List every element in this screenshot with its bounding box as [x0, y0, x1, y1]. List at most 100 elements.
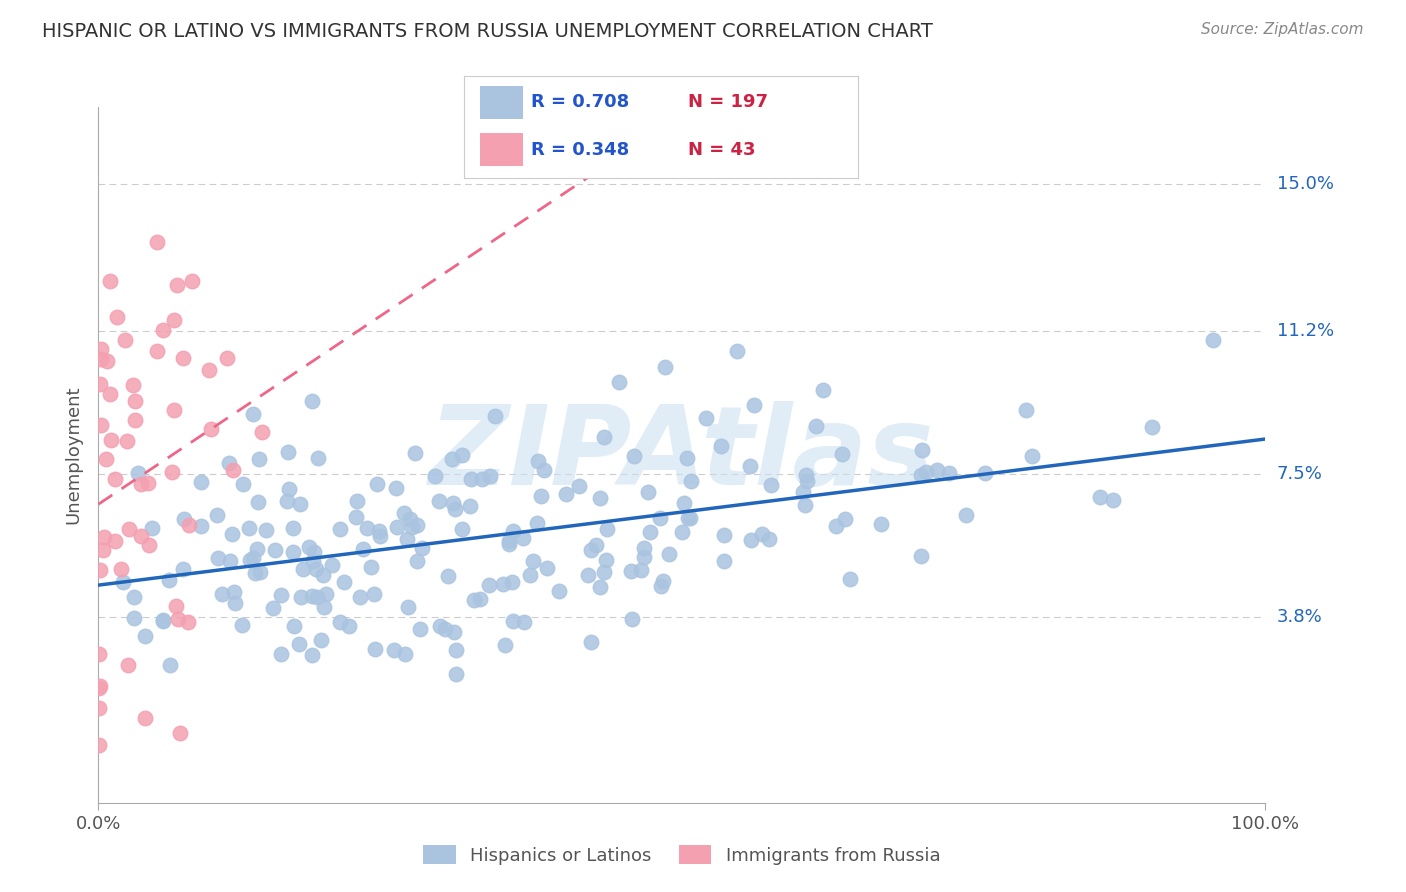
- Point: [710, 439, 733, 453]
- Point: [352, 542, 374, 557]
- Point: [620, 612, 643, 626]
- Point: [679, 511, 702, 525]
- Point: [93, 530, 115, 544]
- Legend: Hispanics or Latinos, Immigrants from Russia: Hispanics or Latinos, Immigrants from Ru…: [415, 837, 949, 874]
- Point: [796, 474, 818, 488]
- Point: [277, 445, 299, 459]
- Point: [498, 537, 520, 551]
- Point: [87, 647, 110, 661]
- Point: [460, 472, 482, 486]
- Point: [484, 409, 506, 423]
- Point: [87, 738, 110, 752]
- Point: [678, 511, 700, 525]
- Point: [100, 274, 122, 288]
- Point: [167, 612, 190, 626]
- Point: [172, 562, 194, 576]
- Point: [122, 378, 145, 392]
- Point: [366, 477, 388, 491]
- Point: [250, 425, 273, 439]
- Point: [834, 512, 856, 526]
- Point: [444, 667, 467, 681]
- Point: [302, 545, 325, 559]
- Point: [172, 351, 194, 365]
- Point: [115, 434, 138, 449]
- Point: [633, 550, 655, 565]
- Point: [751, 526, 773, 541]
- Point: [159, 657, 181, 672]
- Text: ZIPAtlas: ZIPAtlas: [429, 401, 935, 508]
- Point: [221, 527, 243, 541]
- Point: [173, 512, 195, 526]
- Point: [433, 622, 456, 636]
- Point: [394, 648, 416, 662]
- Point: [396, 532, 419, 546]
- Point: [596, 522, 619, 536]
- Point: [346, 493, 368, 508]
- Point: [91, 543, 114, 558]
- Point: [162, 402, 184, 417]
- Point: [277, 482, 299, 496]
- Point: [759, 478, 782, 492]
- Point: [910, 467, 932, 482]
- Point: [512, 531, 534, 545]
- Point: [581, 635, 603, 649]
- Point: [742, 398, 765, 412]
- Point: [337, 618, 360, 632]
- Point: [501, 574, 523, 589]
- Point: [162, 465, 184, 479]
- Point: [813, 384, 835, 398]
- Point: [650, 579, 672, 593]
- Point: [502, 524, 524, 538]
- Point: [526, 516, 548, 531]
- Point: [633, 541, 655, 556]
- Point: [620, 564, 643, 578]
- Point: [87, 681, 110, 696]
- Point: [713, 528, 735, 542]
- Point: [105, 310, 128, 324]
- Point: [177, 615, 200, 630]
- Point: [124, 413, 146, 427]
- Text: 11.2%: 11.2%: [1277, 322, 1334, 340]
- Point: [270, 647, 292, 661]
- Point: [595, 552, 617, 566]
- Point: [104, 533, 127, 548]
- Point: [180, 274, 202, 288]
- Point: [238, 520, 260, 534]
- Point: [637, 484, 659, 499]
- Point: [239, 552, 262, 566]
- Point: [436, 569, 458, 583]
- Point: [494, 638, 516, 652]
- Point: [246, 495, 269, 509]
- Point: [758, 533, 780, 547]
- Point: [124, 591, 146, 605]
- Point: [89, 679, 111, 693]
- Point: [169, 726, 191, 740]
- Point: [281, 545, 304, 559]
- Point: [129, 529, 152, 543]
- Point: [671, 524, 693, 539]
- Point: [654, 359, 676, 374]
- Point: [568, 479, 591, 493]
- Point: [870, 516, 893, 531]
- Point: [90, 418, 112, 433]
- Point: [247, 452, 270, 467]
- Point: [215, 351, 238, 366]
- Point: [498, 533, 520, 548]
- Point: [441, 496, 464, 510]
- Point: [254, 523, 277, 537]
- Point: [925, 463, 948, 477]
- Point: [207, 550, 229, 565]
- Point: [385, 520, 408, 534]
- Point: [471, 472, 494, 486]
- Point: [555, 486, 578, 500]
- Point: [224, 585, 246, 599]
- Point: [301, 393, 323, 408]
- Point: [592, 565, 614, 579]
- Point: [110, 562, 132, 576]
- Point: [530, 489, 553, 503]
- Point: [450, 448, 472, 462]
- Point: [134, 629, 156, 643]
- Point: [1202, 334, 1225, 348]
- Point: [190, 475, 212, 489]
- Point: [648, 511, 671, 525]
